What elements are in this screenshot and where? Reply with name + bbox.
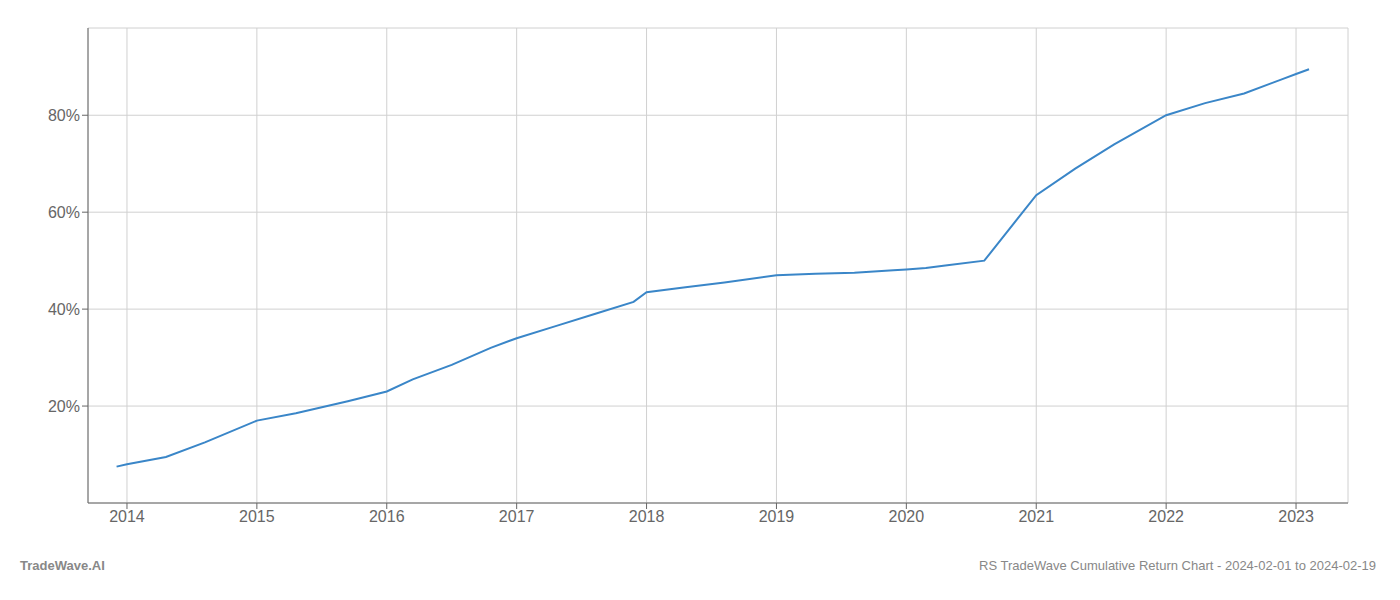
svg-text:2019: 2019 bbox=[759, 508, 795, 525]
svg-text:2017: 2017 bbox=[499, 508, 535, 525]
svg-text:2018: 2018 bbox=[629, 508, 665, 525]
html-text:TradeWave.AI: TradeWave.AI bbox=[20, 557, 105, 573]
html-text:RS TradeWave Cumulative Return: RS TradeWave Cumulative Return Chart - 2… bbox=[979, 557, 1376, 573]
svg-text:2023: 2023 bbox=[1278, 508, 1314, 525]
svg-text:2015: 2015 bbox=[239, 508, 275, 525]
svg-text:80%: 80% bbox=[48, 107, 80, 124]
svg-text:2014: 2014 bbox=[109, 508, 145, 525]
svg-text:60%: 60% bbox=[48, 204, 80, 221]
svg-text:40%: 40% bbox=[48, 301, 80, 318]
svg-text:2020: 2020 bbox=[889, 508, 925, 525]
svg-text:2022: 2022 bbox=[1148, 508, 1184, 525]
svg-text:2016: 2016 bbox=[369, 508, 405, 525]
svg-text:20%: 20% bbox=[48, 398, 80, 415]
svg-text:2021: 2021 bbox=[1018, 508, 1054, 525]
